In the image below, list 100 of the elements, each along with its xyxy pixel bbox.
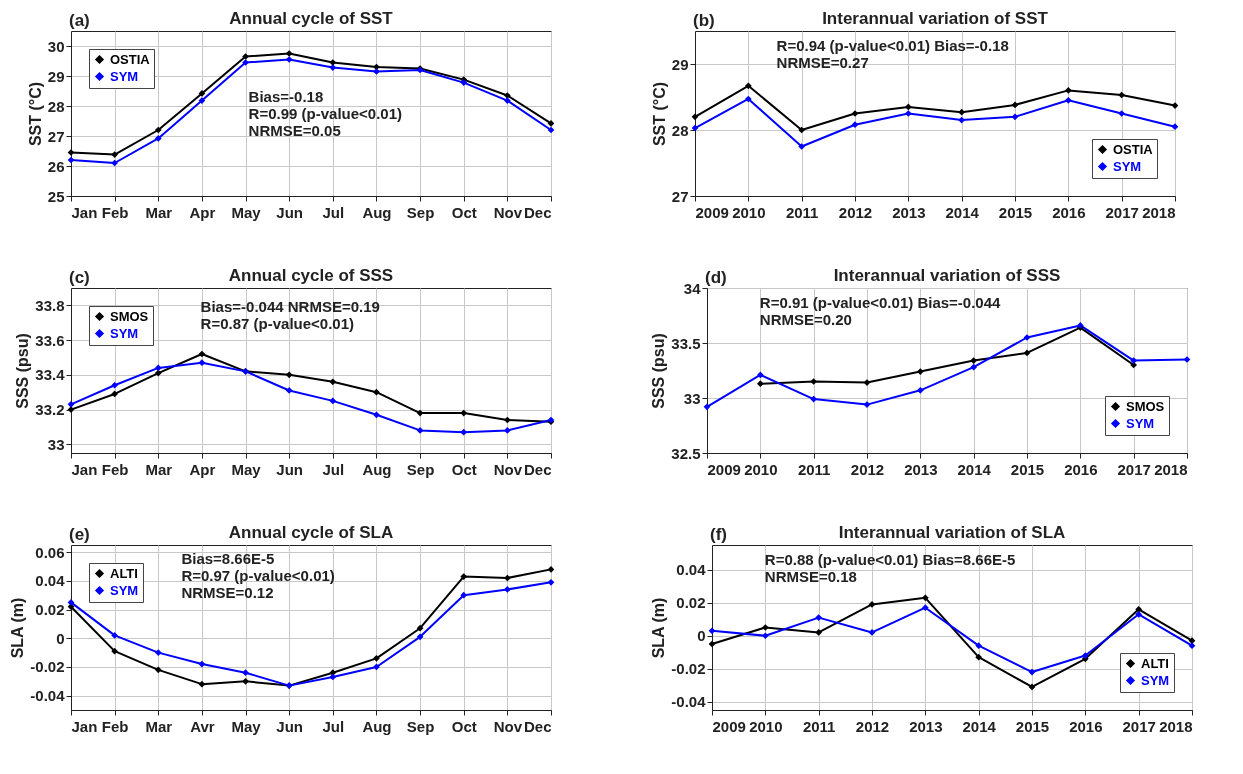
y-tick-label: 0 — [697, 627, 706, 645]
x-tick-label: 2010 — [749, 717, 783, 735]
y-tick-label: 32.5 — [671, 444, 701, 462]
x-tick-label: 2009 — [695, 203, 729, 221]
x-tick-label: Oct — [451, 460, 477, 478]
y-tick-label: 33.4 — [35, 366, 66, 384]
x-tick-label: Aug — [362, 203, 392, 221]
text: (f) — [710, 525, 727, 544]
legend-label: OSTIA — [110, 51, 151, 67]
chart-title: Annual cycle of SST — [229, 9, 394, 28]
x-tick-label: Jul — [322, 460, 345, 478]
legend-label: ALTI — [1141, 655, 1169, 671]
y-tick-label: 26 — [47, 157, 65, 175]
annotation: Bias=8.66E-5 — [181, 549, 275, 567]
y-tick-label: 0.04 — [35, 572, 66, 590]
x-tick-label: Apr — [189, 460, 216, 478]
x-tick-label: 2014 — [945, 203, 980, 221]
y-tick-label: 34 — [683, 279, 702, 297]
x-tick-label: 2015 — [998, 203, 1033, 221]
x-tick-label: 2011 — [785, 203, 819, 221]
x-tick-label: Jul — [322, 203, 345, 221]
x-tick-label: Nov — [493, 203, 523, 221]
y-tick-label: 0 — [56, 629, 65, 647]
x-tick-label: 2013 — [909, 717, 943, 735]
x-tick-label: 2012 — [850, 460, 885, 478]
x-tick-label: 2017 — [1117, 460, 1151, 478]
chart-title: Annual cycle of SSS — [228, 266, 394, 285]
annotation: R=0.99 (p-value<0.01) — [248, 105, 403, 123]
x-tick-label: 2013 — [892, 203, 926, 221]
x-tick-label: 2015 — [1010, 460, 1045, 478]
x-tick-label: 2010 — [744, 460, 778, 478]
x-tick-label: 2015 — [1015, 717, 1050, 735]
y-tick-label: 33.8 — [35, 296, 65, 314]
y-tick-label: 28 — [47, 97, 65, 115]
annotation: R=0.97 (p-value<0.01) — [181, 566, 335, 584]
y-tick-label: 33.2 — [35, 401, 65, 419]
x-tick-label: 2018 — [1142, 203, 1176, 221]
x-tick-label: Aug — [362, 460, 392, 478]
x-tick-label: 2014 — [957, 460, 992, 478]
text: (b) — [693, 11, 715, 30]
annotation: R=0.87 (p-value<0.01) — [200, 314, 355, 332]
y-tick-label: 33 — [683, 389, 701, 407]
x-tick-label: Jan — [71, 717, 98, 735]
y-tick-label: 33 — [47, 435, 65, 453]
y-tick-label: 0.02 — [676, 594, 706, 612]
y-axis-title: SLA (m) — [650, 597, 668, 659]
y-tick-label: 27 — [47, 127, 65, 145]
y-tick-label: 33.5 — [671, 334, 701, 352]
x-tick-label: 2011 — [802, 717, 836, 735]
x-tick-label: Oct — [451, 717, 477, 735]
legend-label: SYM — [110, 325, 139, 341]
x-tick-label: Mar — [145, 203, 173, 221]
x-tick-label: 2013 — [904, 460, 938, 478]
annotation: Bias=-0.044 NRMSE=0.19 — [200, 297, 380, 315]
y-tick-label: -0.04 — [30, 687, 66, 705]
annotation: NRMSE=0.18 — [764, 568, 857, 586]
y-axis-title: SST (°C) — [26, 81, 44, 147]
chart-title: Interannual variation of SLA — [838, 523, 1066, 542]
chart-title: Interannual variation of SST — [822, 9, 1049, 28]
annotation: NRMSE=0.27 — [776, 54, 869, 72]
annotation: Bias=-0.18 — [248, 88, 324, 106]
x-tick-label: Mar — [145, 460, 173, 478]
annotation: NRMSE=0.20 — [759, 311, 852, 329]
x-tick-label: May — [231, 717, 262, 735]
legend-label: ALTI — [110, 565, 138, 581]
x-tick-label: Feb — [101, 203, 129, 221]
text: (e) — [69, 525, 90, 544]
x-tick-label: 2018 — [1159, 717, 1193, 735]
legend-label: SYM — [110, 68, 139, 84]
y-axis-title: SLA (m) — [9, 597, 27, 659]
y-tick-label: -0.02 — [30, 658, 65, 676]
x-tick-label: Dec — [523, 717, 552, 735]
legend-label: SMOS — [110, 308, 149, 324]
x-tick-label: Aug — [362, 717, 392, 735]
legend-label: SMOS — [1126, 398, 1165, 414]
x-tick-label: 2014 — [962, 717, 997, 735]
x-tick-label: 2017 — [1122, 717, 1156, 735]
chart-title: Interannual variation of SSS — [833, 266, 1061, 285]
y-tick-label: -0.04 — [671, 693, 707, 711]
legend-label: OSTIA — [1113, 141, 1154, 157]
chart-title: Annual cycle of SLA — [228, 523, 394, 542]
annotation: R=0.91 (p-value<0.01) Bias=-0.044 — [759, 294, 1002, 312]
legend-label: SYM — [1126, 415, 1155, 431]
x-tick-label: 2009 — [707, 460, 741, 478]
x-tick-label: Mar — [145, 717, 173, 735]
x-tick-label: Jul — [322, 717, 345, 735]
y-tick-label: 29 — [671, 55, 689, 73]
y-tick-label: -0.02 — [671, 660, 706, 678]
text: (a) — [69, 11, 90, 30]
x-tick-label: Sep — [406, 203, 435, 221]
x-tick-label: Apr — [189, 203, 216, 221]
y-tick-label: 0.02 — [35, 601, 65, 619]
x-tick-label: 2010 — [732, 203, 766, 221]
x-tick-label: Jun — [276, 717, 304, 735]
y-axis-title: SSS (psu) — [650, 333, 668, 409]
y-tick-label: 28 — [671, 121, 689, 139]
x-tick-label: May — [231, 203, 262, 221]
legend-label: SYM — [110, 582, 139, 598]
x-tick-label: 2018 — [1154, 460, 1188, 478]
x-tick-label: 2017 — [1105, 203, 1139, 221]
